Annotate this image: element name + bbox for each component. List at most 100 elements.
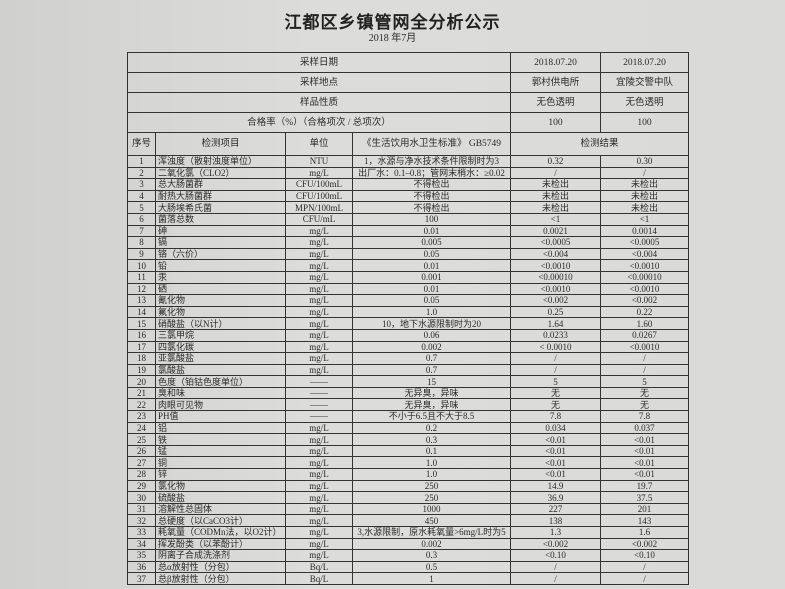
table-row: 12 硒 mg/L 0.01 <0.0010 <0.0010	[127, 282, 690, 296]
standard-limit: 出厂水：0.1–0.8；管网末梢水：≥0.02	[351, 166, 512, 180]
unit: mg/L	[285, 468, 353, 481]
unit: mg/L	[285, 317, 353, 330]
sampling-date-label: 采样日期	[126, 52, 512, 73]
table-row: 3 总大肠菌群 CFU/100mL 不得检出 未检出 未检出	[127, 178, 690, 191]
item-name: 铬（六价）	[155, 247, 286, 261]
unit: mg/L	[285, 340, 353, 354]
result-1: /	[510, 572, 602, 585]
item-name: 二氧化氯（CLO2）	[155, 166, 286, 180]
result-1: 无	[510, 398, 602, 412]
standard-limit: 0.06	[351, 328, 512, 342]
unit: mg/L	[285, 259, 353, 272]
row-no: 14	[127, 305, 156, 319]
result-2: 7.8	[600, 410, 690, 423]
page-subtitle: 2018 年7月	[368, 33, 417, 44]
standard-limit: 450	[351, 514, 512, 527]
item-name: 色度（铂钴色度单位）	[155, 375, 286, 388]
result-2: 1.6	[600, 526, 690, 539]
unit: CFU/mL	[285, 212, 353, 226]
sample-nature-label: 样品性质	[126, 92, 512, 113]
standard-limit: 0.7	[351, 352, 512, 365]
standard-limit: 0.002	[351, 340, 512, 354]
unit: mg/L	[285, 549, 353, 562]
result-2: <0.002	[600, 294, 690, 307]
standard-limit: 不小于6.5且不大于8.5	[351, 410, 512, 423]
unit: mg/L	[285, 433, 353, 446]
item-name: 总大肠菌群	[155, 178, 286, 191]
unit: mg/L	[285, 444, 353, 458]
table-row: 37 总β放射性（分包） Bq/L 1//	[127, 572, 690, 585]
table-row: 27 铜 mg/L 1.0 <0.01 <0.01	[127, 456, 690, 470]
row-no: 18	[127, 352, 156, 365]
unit: mg/L	[285, 247, 353, 261]
result-2: /	[600, 572, 690, 585]
result-2: <0.004	[600, 247, 690, 261]
item-name: 亚氯酸盐	[155, 352, 286, 365]
result-1: 0.32	[510, 155, 602, 168]
row-no: 23	[127, 410, 156, 423]
page-title: 江都区乡镇管网全分析公示	[284, 13, 501, 33]
table-row: 6 菌落总数 CFU/mL 100 <1 <1	[127, 212, 690, 226]
sampling-site-2: 宜陵交警中队	[600, 72, 690, 93]
result-1: <0.01	[510, 456, 602, 470]
standard-limit: 1，水源与净水技术条件限制时为3	[351, 155, 512, 168]
unit: mg/L	[285, 479, 353, 493]
result-1: 1.3	[510, 526, 602, 539]
sampling-site-label: 采样地点	[126, 72, 512, 93]
item-name: PH值	[155, 410, 286, 423]
item-name: 铅	[155, 259, 286, 272]
col-unit: 单位	[285, 132, 353, 156]
row-no: 24	[127, 421, 156, 435]
result-1: /	[510, 166, 602, 180]
result-2: 未检出	[600, 189, 690, 203]
result-1: /	[510, 363, 602, 377]
item-name: 硒	[155, 282, 286, 296]
item-name: 肉眼可见物	[155, 398, 286, 412]
result-1: 0.0233	[510, 328, 602, 342]
result-2: 未检出	[600, 201, 690, 214]
result-2: <0.01	[600, 468, 690, 481]
table-row: 5 大肠埃希氏菌 MPN/100mL 不得检出 未检出 未检出	[127, 201, 690, 214]
result-1: <0.0010	[510, 259, 602, 272]
item-name: 浑浊度（散射浊度单位）	[155, 155, 286, 168]
item-name: 总β放射性（分包）	[155, 572, 286, 585]
row-no: 34	[127, 537, 156, 551]
result-2: <0.0010	[600, 340, 690, 354]
item-name: 铁	[155, 433, 286, 446]
unit: mg/L	[285, 224, 353, 238]
pass-rate-row: 合格率（%）（合格项次 / 总项次） 100 100	[126, 112, 690, 133]
item-name: 锰	[155, 444, 286, 458]
result-2: 0.30	[600, 155, 690, 168]
row-no: 32	[127, 514, 156, 527]
row-no: 12	[127, 282, 156, 296]
item-name: 氰化物	[155, 294, 286, 307]
result-2: <0.0010	[600, 282, 690, 296]
unit: mg/L	[285, 294, 353, 307]
standard-limit: 0.002	[351, 537, 512, 551]
table-row: 32 总硬度（以CaCO3计） mg/L 450 138 143	[127, 514, 690, 527]
unit: ——	[285, 410, 353, 423]
row-no: 27	[127, 456, 156, 470]
table-row: 35 阴离子合成洗涤剂 mg/L 0.3 <0.10 <0.10	[127, 549, 690, 562]
standard-limit: 1	[351, 572, 512, 585]
standard-limit: 0.01	[351, 282, 512, 296]
unit: mg/L	[285, 236, 353, 249]
row-no: 15	[127, 317, 156, 330]
result-2: <0.01	[600, 456, 690, 470]
result-1: 0.25	[510, 305, 602, 319]
table-row: 21 臭和味 —— 无异臭，异味无无	[127, 386, 690, 400]
row-no: 11	[127, 270, 156, 284]
unit: NTU	[285, 155, 353, 168]
col-item: 检测项目	[155, 132, 286, 156]
col-no: 序号	[127, 132, 156, 156]
row-no: 5	[127, 201, 156, 214]
table-row: 29 氯化物 mg/L 250 14.9 19.7	[127, 479, 690, 493]
unit: mg/L	[285, 270, 353, 284]
row-no: 21	[127, 386, 156, 400]
row-no: 37	[127, 572, 156, 585]
result-2: <0.10	[600, 549, 690, 562]
result-2: 143	[600, 514, 690, 527]
standard-limit: 不得检出	[351, 201, 512, 214]
result-2: <0.01	[600, 433, 690, 446]
result-1: <0.01	[510, 468, 602, 481]
